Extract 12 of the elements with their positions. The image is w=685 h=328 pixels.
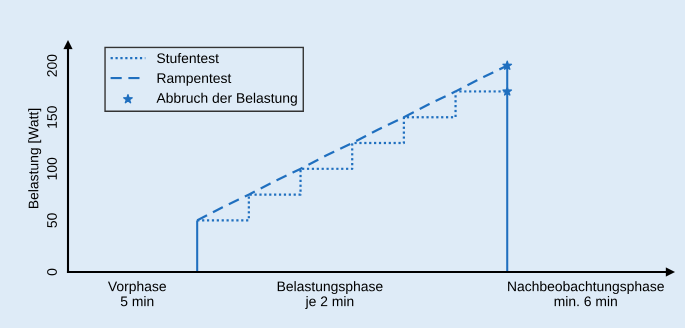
legend-label: Stufentest	[157, 52, 219, 64]
legend-label: Abbruch der Belastung	[156, 92, 297, 106]
legend-label: Rampentest	[158, 73, 232, 86]
y-tick-label: 0	[47, 268, 57, 276]
y-axis-title: Belastung [Watt]	[28, 108, 42, 208]
y-tick-label: 200	[47, 54, 57, 77]
text: Belastungsphase je 2 min	[278, 281, 383, 309]
y-tick-label: 150	[47, 106, 57, 128]
y-tick-label: 50	[47, 213, 57, 228]
text: Nachbeobachtungsphase min. 6 min	[508, 281, 664, 306]
text: Vorphase 5 min	[108, 281, 166, 306]
y-tick-label: 100	[47, 158, 57, 180]
